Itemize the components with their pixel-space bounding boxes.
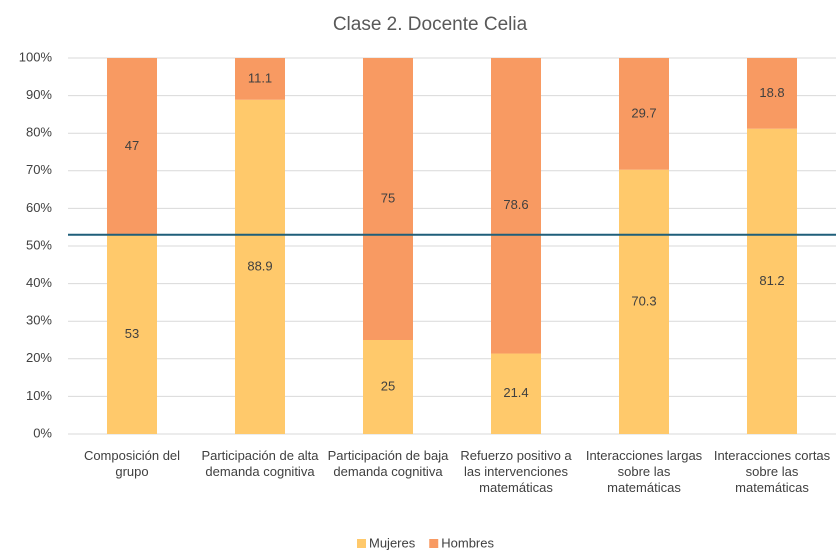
bar-segment <box>747 128 797 435</box>
x-tick-label: Participación de alta demanda cognitiva <box>201 448 319 479</box>
legend-swatch <box>429 539 439 548</box>
x-tick-label: Interacciones cortas sobre las matemátic… <box>713 448 831 495</box>
y-tick-label: 40% <box>26 275 52 290</box>
y-tick-label: 20% <box>26 350 52 365</box>
chart-title: Clase 2. Docente Celia <box>333 14 528 35</box>
value-label: 18.8 <box>759 85 784 100</box>
bar-segment <box>491 353 541 434</box>
x-tick-label: Participación de baja demanda cognitiva <box>327 448 449 479</box>
value-label: 29.7 <box>631 105 656 120</box>
bar-segment <box>235 58 285 100</box>
bar-segment <box>363 58 413 340</box>
y-tick-label: 50% <box>26 237 52 252</box>
legend-label: Mujeres <box>369 535 416 550</box>
y-tick-label: 70% <box>26 162 52 177</box>
y-tick-label: 30% <box>26 313 52 328</box>
x-tick-label: Refuerzo positivo a las intervenciones m… <box>460 448 572 495</box>
y-tick-label: 90% <box>26 87 52 102</box>
value-label: 88.9 <box>247 258 272 273</box>
value-label: 53 <box>125 326 139 341</box>
bar-segment <box>747 58 797 129</box>
bar-segment <box>363 340 413 434</box>
y-tick-label: 0% <box>33 425 52 440</box>
value-label: 25 <box>381 378 395 393</box>
bar-segment <box>619 169 669 434</box>
value-label: 81.2 <box>759 273 784 288</box>
bar-segment <box>619 58 669 170</box>
legend-swatch <box>357 539 366 548</box>
legend-label: Hombres <box>441 535 494 550</box>
bar-segment <box>491 58 541 354</box>
value-label: 75 <box>381 190 395 205</box>
bar-segment <box>107 234 157 434</box>
y-tick-label: 80% <box>26 125 52 140</box>
value-label: 70.3 <box>631 293 656 308</box>
value-label: 47 <box>125 138 139 153</box>
value-label: 21.4 <box>503 385 528 400</box>
value-label: 78.6 <box>503 197 528 212</box>
y-tick-label: 100% <box>19 49 53 64</box>
bar-segment <box>235 99 285 435</box>
y-tick-label: 60% <box>26 200 52 215</box>
x-tick-label: Composición del grupo <box>83 448 181 479</box>
y-tick-label: 10% <box>26 388 52 403</box>
x-tick-label: Interacciones largas sobre las matemátic… <box>585 448 703 495</box>
value-label: 11.1 <box>248 70 272 85</box>
bar-segment <box>107 58 157 235</box>
